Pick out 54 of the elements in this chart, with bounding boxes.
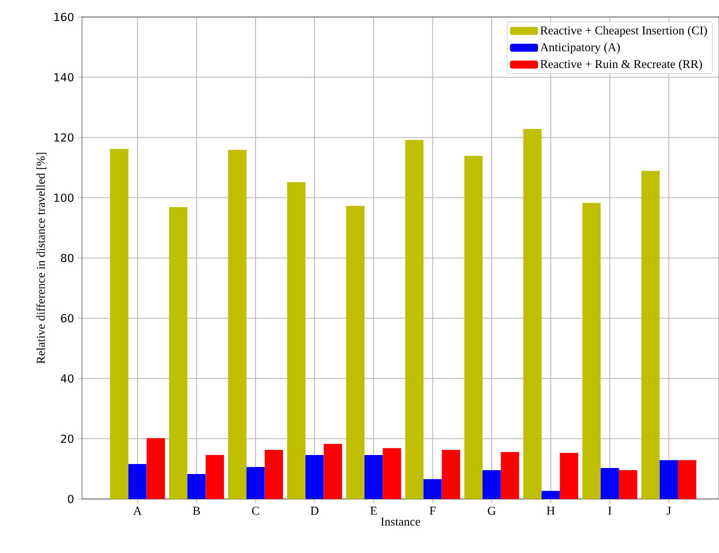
legend-label: Anticipatory (A) xyxy=(540,42,620,54)
bar xyxy=(500,452,520,499)
bar xyxy=(678,460,696,499)
bar xyxy=(405,140,424,499)
bar xyxy=(482,470,501,499)
bar xyxy=(464,156,483,499)
y-tick-label: 120 xyxy=(54,133,74,142)
x-tick-label: D xyxy=(310,506,318,515)
bar xyxy=(264,450,284,499)
bar xyxy=(582,202,601,499)
bar xyxy=(382,448,402,499)
bar xyxy=(660,460,678,499)
y-tick-label: 80 xyxy=(60,254,74,262)
bar xyxy=(110,148,128,499)
x-tick-label: C xyxy=(252,506,259,515)
x-tick-label: A xyxy=(133,506,142,515)
y-tick-label: 160 xyxy=(54,12,74,22)
x-tick-label: E xyxy=(370,506,377,515)
bar xyxy=(246,467,265,499)
bar xyxy=(442,450,460,499)
bar xyxy=(228,150,246,499)
bar xyxy=(169,207,188,499)
bar xyxy=(346,206,364,499)
bar xyxy=(523,129,542,499)
legend-label: Reactive + Cheapest Insertion (CI) xyxy=(540,26,707,37)
bar xyxy=(305,455,324,499)
bar xyxy=(560,452,578,499)
bar xyxy=(618,470,638,499)
x-axis-title: Instance xyxy=(380,518,420,526)
x-tick-label: F xyxy=(430,506,436,515)
bar xyxy=(364,455,383,499)
y-tick-label: 40 xyxy=(60,374,74,383)
bar xyxy=(146,438,165,499)
bar xyxy=(424,479,442,499)
bar xyxy=(324,444,342,499)
legend-label: Reactive + Ruin & Recreate (RR) xyxy=(540,60,702,71)
bar xyxy=(206,455,224,499)
y-axis-title: Relative difference in distance travelled [%] xyxy=(36,152,46,364)
y-tick-label: 100 xyxy=(54,194,74,202)
bar xyxy=(128,464,147,499)
y-tick-label: 140 xyxy=(54,73,74,82)
x-tick-label: I xyxy=(608,506,612,515)
bar xyxy=(641,170,660,499)
y-tick-label: 0 xyxy=(68,494,74,504)
x-tick-label: H xyxy=(546,506,555,515)
y-tick-label: 60 xyxy=(60,314,74,322)
bar xyxy=(187,474,206,499)
bar xyxy=(287,182,306,499)
x-tick-label: J xyxy=(666,506,671,515)
x-tick-label: B xyxy=(192,506,200,515)
x-tick-label: G xyxy=(488,506,496,515)
y-tick-label: 20 xyxy=(61,434,74,443)
bar xyxy=(600,468,619,499)
bar xyxy=(542,490,560,499)
